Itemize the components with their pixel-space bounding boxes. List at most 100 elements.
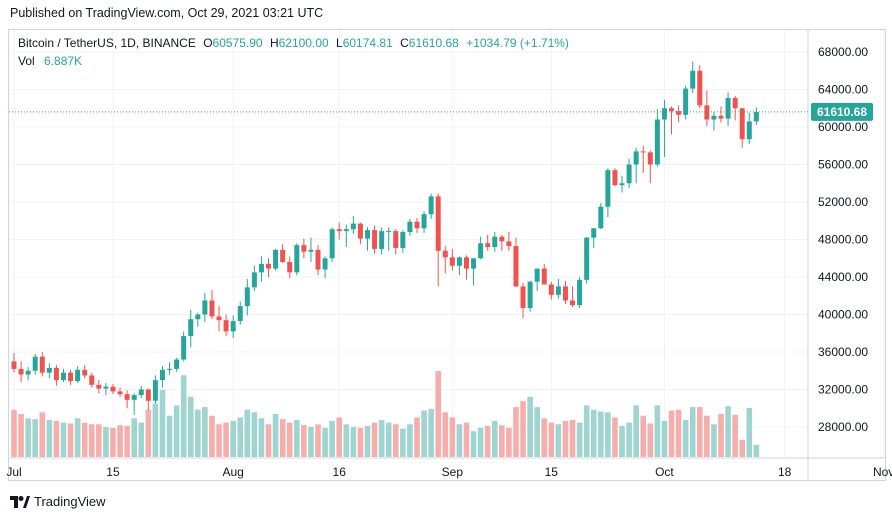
volume-bar xyxy=(152,403,159,457)
volume-bar xyxy=(590,409,597,457)
volume-bar xyxy=(223,422,229,457)
volume-bar xyxy=(294,420,300,457)
volume-bar xyxy=(668,410,675,457)
volume-bar xyxy=(392,424,399,457)
tradingview-brand[interactable]: TradingView xyxy=(10,494,106,509)
candle-body xyxy=(633,151,639,165)
candle-body xyxy=(75,369,81,382)
volume-bar xyxy=(555,424,562,457)
volume-bar xyxy=(499,425,505,457)
volume-bar xyxy=(329,420,335,457)
volume-bar xyxy=(159,389,166,457)
candle-body xyxy=(499,236,505,242)
volume-bar xyxy=(654,405,661,457)
y-tick-label: 56000.00 xyxy=(818,158,868,172)
last-price-label: 61610.68 xyxy=(817,105,867,119)
volume-bar xyxy=(301,425,307,457)
candle-body xyxy=(478,243,484,259)
volume-bar xyxy=(470,431,477,457)
candle-body xyxy=(237,306,243,322)
candle-body xyxy=(365,230,370,239)
volume-bar xyxy=(53,420,60,457)
volume-bar xyxy=(576,422,583,457)
candle-body xyxy=(131,395,137,400)
volume-bar xyxy=(173,405,180,457)
candle-body xyxy=(386,231,392,233)
volume-bar xyxy=(633,405,639,457)
volume-bar xyxy=(286,422,293,457)
candle-body xyxy=(372,230,378,249)
x-tick-label: 18 xyxy=(778,465,792,479)
candle-body xyxy=(110,386,116,392)
candle-body xyxy=(577,279,583,306)
y-tick-label: 48000.00 xyxy=(818,233,868,247)
candle-body xyxy=(181,336,187,360)
volume-bar xyxy=(689,407,696,457)
candle-body xyxy=(548,284,554,295)
volume-bar xyxy=(180,375,187,457)
volume-bar xyxy=(258,418,265,457)
y-tick-label: 44000.00 xyxy=(818,270,868,284)
candle-body xyxy=(428,196,434,215)
candle-body xyxy=(11,361,17,369)
candle-body xyxy=(449,257,455,266)
candle-body xyxy=(527,281,533,308)
volume-bar xyxy=(364,426,371,457)
volume-bar xyxy=(25,418,31,457)
volume-bar xyxy=(230,420,236,457)
candle-body xyxy=(612,170,618,186)
volume-bar xyxy=(640,415,647,457)
volume-bar xyxy=(449,417,456,457)
volume-bar xyxy=(124,426,130,457)
volume-bar xyxy=(74,418,81,457)
volume-bar xyxy=(202,407,208,457)
volume-bar xyxy=(357,427,364,457)
x-tick-label: Aug xyxy=(222,465,243,479)
candle-body xyxy=(315,249,321,270)
volume-bar xyxy=(145,409,152,457)
volume-bar xyxy=(11,409,17,457)
volume-bar xyxy=(265,424,272,457)
volume-bar xyxy=(96,424,102,457)
candle-body xyxy=(60,372,66,381)
open-label: O xyxy=(203,36,213,50)
volume-label: Vol xyxy=(18,54,35,68)
volume-bar xyxy=(251,412,258,457)
candle-body xyxy=(647,152,653,165)
candle-body xyxy=(301,245,307,252)
candle-body xyxy=(690,70,696,89)
candle-body xyxy=(251,272,257,288)
candle-body xyxy=(661,108,667,120)
volume-bar xyxy=(400,428,406,457)
volume-bar xyxy=(682,420,689,457)
candle-body xyxy=(591,228,597,238)
candle-body xyxy=(230,321,236,332)
candle-body xyxy=(244,287,250,307)
candle-body xyxy=(25,370,31,375)
close-value: 61610.68 xyxy=(408,36,459,50)
candle-body xyxy=(725,97,731,119)
candle-body xyxy=(435,196,441,251)
candle-body xyxy=(159,369,165,381)
candle-body xyxy=(414,221,420,229)
volume-bar xyxy=(407,424,413,457)
candle-body xyxy=(570,300,576,306)
volume-bar xyxy=(67,423,74,457)
candle-body xyxy=(400,232,406,248)
candle-body xyxy=(534,268,540,282)
candle-body xyxy=(68,372,74,382)
candle-body xyxy=(541,268,547,285)
candle-body xyxy=(676,111,682,115)
volume-bar xyxy=(371,422,378,457)
volume-bar xyxy=(442,412,449,457)
volume-bar xyxy=(739,439,746,457)
volume-bar xyxy=(414,417,420,457)
volume-bar xyxy=(81,422,88,457)
volume-bar xyxy=(428,408,434,457)
tradingview-logo-icon xyxy=(10,495,30,508)
candle-body xyxy=(379,231,385,249)
high-label: H xyxy=(269,36,279,50)
volume-value: 6.887K xyxy=(44,54,83,68)
candle-body xyxy=(188,319,194,337)
